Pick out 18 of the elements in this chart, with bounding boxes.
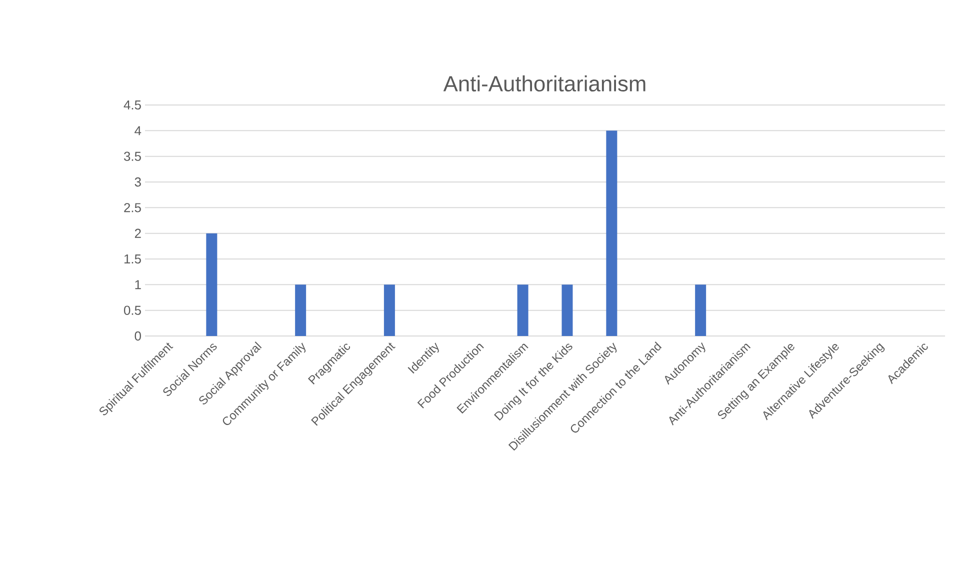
bar xyxy=(562,284,573,336)
y-tick-label: 1.5 xyxy=(124,254,141,264)
y-tick-label: 0 xyxy=(134,331,141,341)
y-tick-label: 2 xyxy=(134,228,141,238)
bar xyxy=(206,233,218,336)
bar xyxy=(295,284,306,336)
bar xyxy=(384,284,395,336)
chart-title: Anti-Authoritarianism xyxy=(443,75,646,92)
bar xyxy=(517,284,528,336)
y-tick-label: 3 xyxy=(134,177,141,187)
y-tick-label: 0.5 xyxy=(124,306,141,315)
y-tick-label: 4 xyxy=(134,126,142,136)
bar xyxy=(695,284,706,336)
y-tick-label: 1 xyxy=(135,280,141,290)
y-tick-label: 2.5 xyxy=(124,203,141,212)
bar xyxy=(606,130,618,336)
y-tick-label: 3.5 xyxy=(124,152,141,161)
y-tick-label: 4.5 xyxy=(124,100,141,110)
